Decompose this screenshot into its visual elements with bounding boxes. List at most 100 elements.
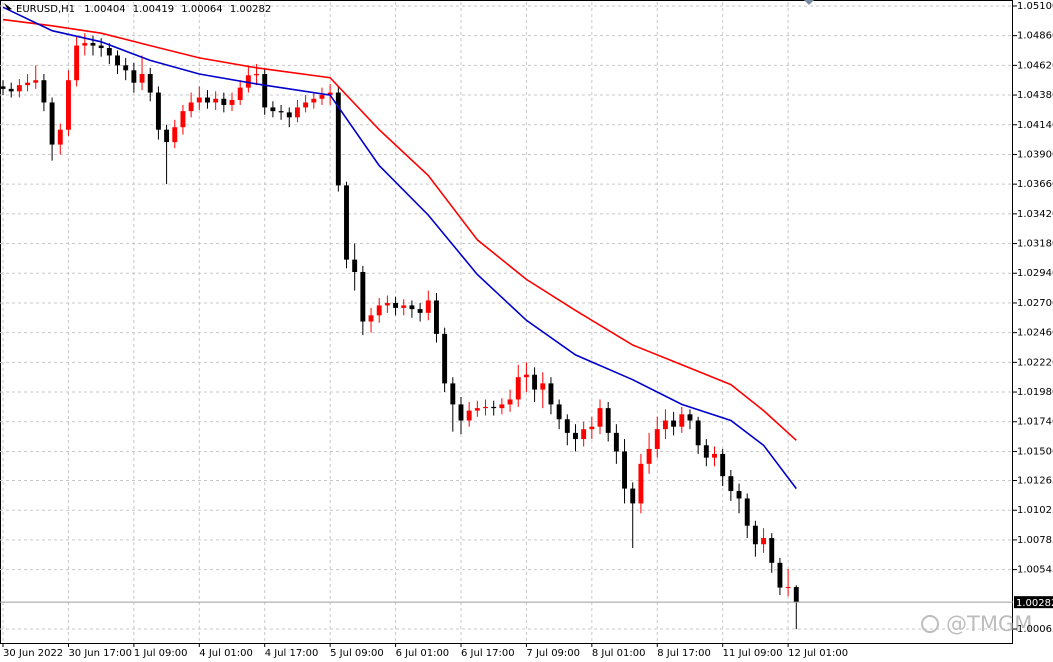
x-tick-label: 4 Jul 01:00: [199, 648, 253, 659]
candle-body: [622, 451, 628, 489]
x-tick-label: 8 Jul 01:00: [592, 648, 646, 659]
candle-body: [532, 374, 538, 390]
candle-body: [581, 429, 587, 440]
x-tick-label: 11 Jul 09:00: [723, 648, 783, 659]
candle-body: [507, 399, 513, 405]
x-tick-label: 7 Jul 09:00: [526, 648, 580, 659]
candle-body: [393, 302, 399, 308]
candle-body: [540, 383, 546, 390]
candle-body: [777, 562, 783, 588]
candle-body: [434, 300, 439, 334]
x-tick-label: 8 Jul 17:00: [657, 648, 711, 659]
x-tick-label: 12 Jul 01:00: [788, 648, 848, 659]
candle-body: [409, 305, 415, 310]
candle-body: [25, 82, 31, 86]
y-tick-label: 1.00065: [1017, 624, 1053, 635]
candle-body: [82, 43, 88, 46]
candle-body: [262, 74, 268, 108]
header-high: 1.00419: [133, 4, 174, 15]
candle-body: [172, 127, 178, 143]
candle-body: [90, 43, 96, 46]
candle-body: [573, 432, 578, 440]
chart-header: EURUSD,H1 1.00404 1.00419 1.00064 1.0028…: [16, 4, 271, 15]
watermark: @TMGM: [921, 612, 1032, 636]
candle-body: [785, 587, 791, 589]
candle-body: [139, 74, 145, 83]
y-tick-label: 1.01265: [1017, 476, 1053, 487]
candle-body: [556, 404, 562, 420]
candle-body: [286, 112, 292, 118]
y-tick-label: 1.01025: [1017, 505, 1053, 516]
candle-body: [761, 538, 767, 545]
candle-body: [123, 65, 129, 71]
candle-body: [65, 80, 71, 130]
x-tick-label: 30 Jun 17:00: [68, 648, 132, 659]
candle-body: [147, 74, 153, 93]
symbol: EURUSD,H1: [16, 4, 75, 15]
candle-body: [442, 333, 448, 384]
candle-body: [401, 305, 407, 308]
marks: [0, 6, 799, 630]
y-tick-label: 1.02940: [1017, 268, 1053, 279]
candle-body: [589, 426, 595, 430]
y-tick-label: 1.05100: [1017, 1, 1053, 12]
candle-body: [360, 272, 366, 322]
x-tick-label: 5 Jul 09:00: [330, 648, 384, 659]
candle-body: [515, 377, 521, 400]
candle-body: [450, 383, 456, 405]
candle-body: [303, 102, 309, 108]
candle-body: [605, 408, 611, 433]
y-tick-label: 1.01740: [1017, 417, 1053, 428]
x-tick-label: 6 Jul 17:00: [461, 648, 515, 659]
x-tick-label: 30 Jun 2022: [3, 648, 63, 659]
candle-body: [311, 98, 317, 103]
candle-body: [57, 129, 63, 145]
candle-body: [458, 404, 464, 421]
y-tick-label: 1.03420: [1017, 209, 1053, 220]
candle-body: [384, 302, 390, 306]
candle-body: [679, 414, 685, 427]
candle-body: [213, 98, 219, 103]
candle-body: [466, 410, 472, 421]
candle-body: [638, 463, 644, 504]
x-tick-label: 1 Jul 09:00: [134, 648, 188, 659]
y-tick-label: 1.03660: [1017, 179, 1053, 190]
candle-body: [196, 97, 202, 103]
candle-body: [352, 259, 358, 273]
candle-body: [646, 448, 652, 464]
moving-average: [2, 6, 797, 490]
y-tick-label: 1.04380: [1017, 90, 1053, 101]
shift-marker: [804, 0, 814, 5]
y-tick-label: 1.04860: [1017, 31, 1053, 42]
y-tick-label: 1.00545: [1017, 565, 1053, 576]
candle-body: [344, 185, 349, 260]
candle-body: [483, 406, 488, 409]
header-low: 1.00064: [181, 4, 222, 15]
candle-body: [376, 305, 382, 316]
candle-body: [425, 300, 431, 313]
candle-body: [523, 374, 529, 378]
moving-average: [2, 18, 797, 441]
y-tick-label: 1.01980: [1017, 387, 1053, 398]
x-tick-label: 4 Jul 17:00: [265, 648, 319, 659]
candle-body: [278, 111, 284, 113]
candle-body: [671, 420, 677, 427]
y-tick-label: 1.00785: [1017, 535, 1053, 546]
candle-body: [327, 92, 333, 96]
last-price-box: [1014, 596, 1053, 609]
candle-body: [0, 86, 6, 89]
candle-body: [155, 92, 161, 130]
watermark-logo: [921, 615, 939, 633]
candle-body: [720, 453, 726, 477]
candle-body: [687, 414, 693, 421]
candle-body: [221, 98, 227, 105]
candle-body: [319, 95, 325, 99]
candle-body: [8, 88, 14, 92]
candle-body: [630, 488, 636, 504]
candle-body: [662, 420, 668, 430]
candle-body: [98, 45, 104, 49]
candle-body: [49, 102, 55, 145]
candle-body: [115, 55, 120, 66]
candle-body: [654, 429, 660, 449]
header-close: 1.00282: [230, 4, 271, 15]
